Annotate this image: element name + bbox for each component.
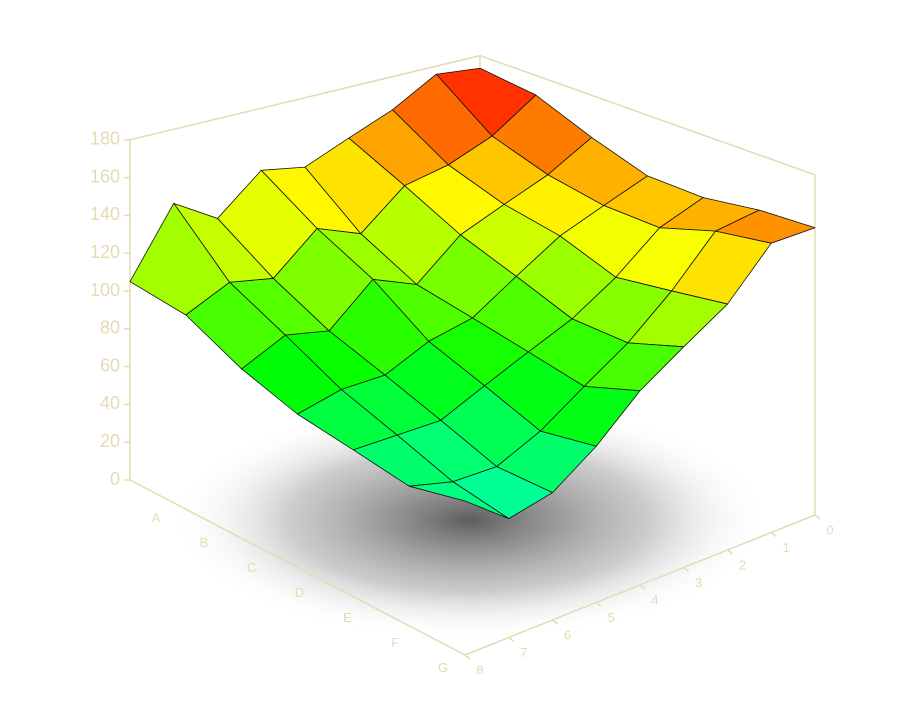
column-tick	[770, 531, 777, 538]
z-tick-label: 0	[110, 469, 120, 489]
column-label: 8	[476, 662, 483, 677]
box-edge	[479, 54, 816, 176]
column-label: 5	[608, 610, 615, 625]
column-tick	[814, 514, 821, 520]
surface-face	[408, 481, 510, 520]
row-label: B	[199, 535, 208, 550]
column-label: 4	[651, 592, 658, 607]
column-label: 1	[783, 540, 790, 555]
column-tick	[727, 549, 733, 555]
column-tick	[639, 584, 646, 590]
column-label: 7	[520, 645, 527, 660]
z-tick-label: 180	[90, 129, 120, 149]
row-label: A	[152, 510, 161, 525]
row-label: G	[438, 660, 448, 675]
column-tick	[683, 566, 690, 573]
z-tick-label: 80	[100, 318, 120, 338]
row-label: D	[295, 585, 304, 600]
column-label: 0	[826, 522, 833, 537]
z-tick-label: 160	[90, 166, 120, 186]
box-edge	[129, 54, 481, 141]
column-label: 6	[564, 627, 571, 642]
z-tick-label: 20	[100, 431, 120, 451]
z-tick-label: 60	[100, 355, 120, 375]
column-tick	[595, 601, 602, 608]
row-label: E	[343, 610, 352, 625]
column-label: 3	[695, 575, 702, 590]
z-tick-label: 40	[100, 393, 120, 413]
floor-edge	[129, 479, 466, 656]
column-tick	[464, 654, 471, 660]
row-label: F	[391, 635, 399, 650]
z-tick-label: 120	[90, 242, 120, 262]
z-tick-label: 140	[90, 204, 120, 224]
column-tick	[508, 636, 515, 643]
column-tick	[552, 619, 558, 625]
z-tick-label: 100	[90, 280, 120, 300]
column-label: 2	[739, 557, 746, 572]
row-label: C	[247, 560, 256, 575]
